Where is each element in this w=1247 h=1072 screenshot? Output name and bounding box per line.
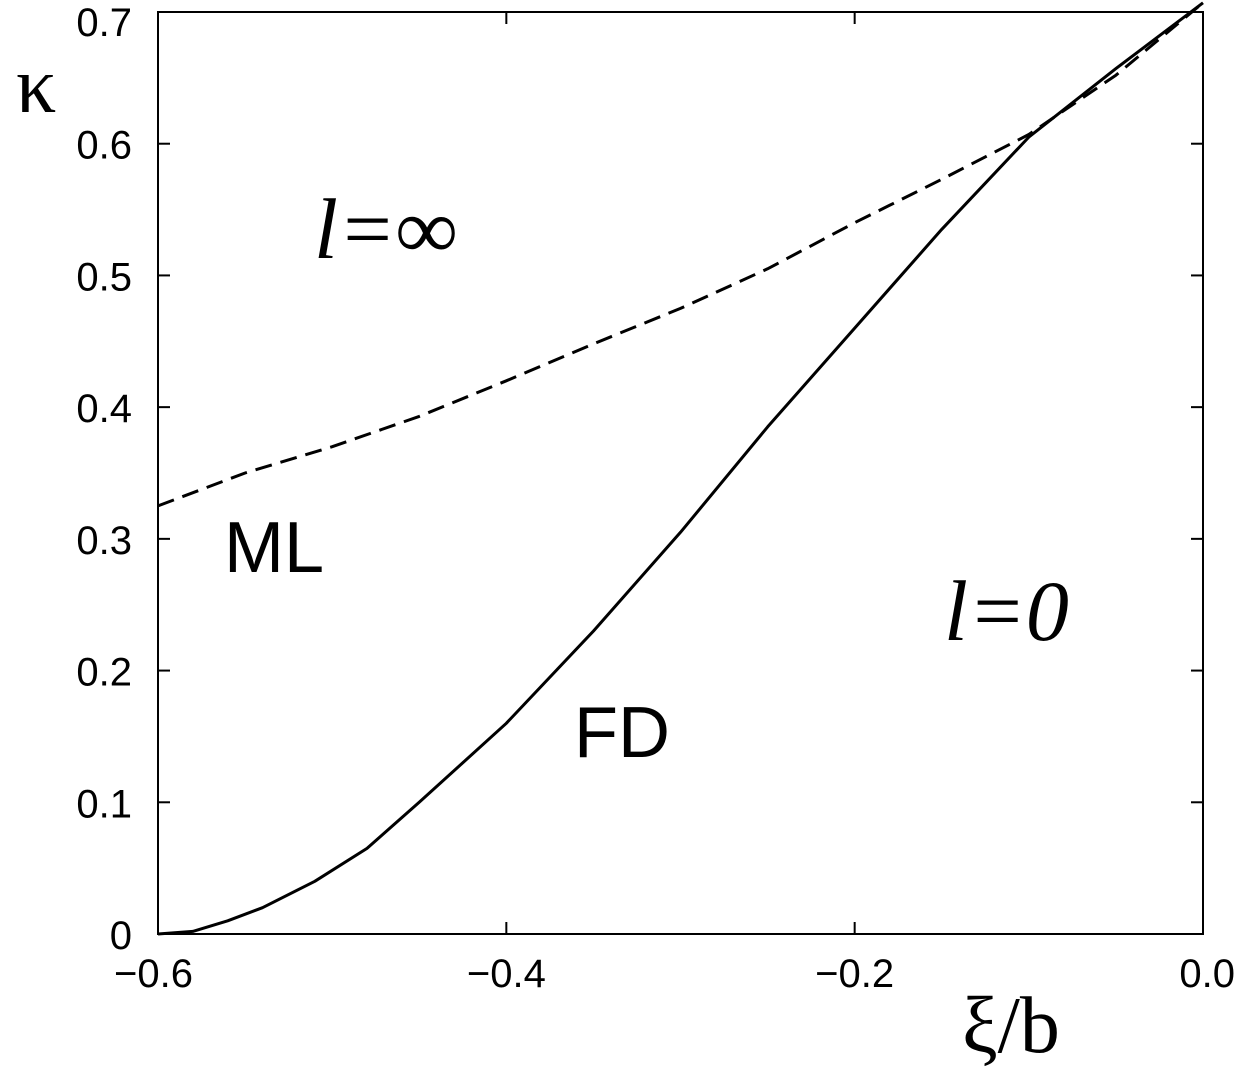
x-axis-label: ξ/b — [962, 982, 1060, 1067]
annotation-l-zero: l=0 — [944, 563, 1069, 659]
dashed-series-line — [157, 1, 1204, 508]
y-axis-label: κ — [16, 42, 56, 130]
y-tick-label: 0.5 — [76, 255, 132, 299]
series-layer — [157, 1, 1204, 936]
tick-layer: −0.6 −0.4 −0.2 0.0 0 0.1 0.2 0.3 0.4 0.5 0.6 0.7 — [76, 1, 1235, 996]
y-tick-label: 0.6 — [76, 124, 132, 168]
annotation-fd: FD — [574, 693, 670, 773]
x-tick-label: −0.2 — [815, 952, 894, 996]
y-tick-label: 0.2 — [76, 651, 132, 695]
y-tick-label: 0 — [110, 914, 132, 958]
x-tick-label: 0.0 — [1179, 952, 1235, 996]
y-tick-label: 0.3 — [76, 519, 132, 563]
x-tick-label: −0.4 — [467, 952, 546, 996]
y-tick-label: 0.1 — [76, 782, 132, 826]
x-tick-label: −0.6 — [114, 952, 193, 996]
y-tick-label: 0.4 — [76, 387, 132, 431]
annotation-l-infinity: l=∞ — [314, 181, 457, 277]
solid-series-line — [157, 1, 1204, 936]
annotation-ml: ML — [224, 508, 324, 588]
y-tick-label: 0.7 — [76, 1, 132, 45]
plot-frame — [157, 11, 1204, 935]
